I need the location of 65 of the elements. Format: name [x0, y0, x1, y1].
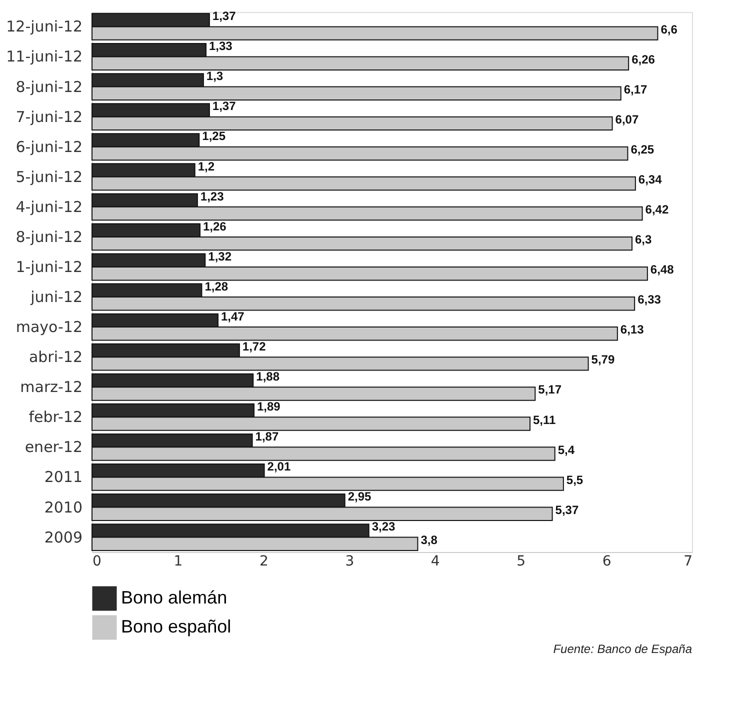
data-label: 1,33 — [209, 39, 233, 54]
x-tick-label: 2 — [259, 554, 268, 570]
legend-label: Bono alemán — [121, 588, 228, 608]
data-label: 3,8 — [420, 532, 438, 547]
x-tick-label: 4 — [430, 554, 440, 570]
data-label: 6,13 — [620, 322, 644, 337]
x-tick-label: 1 — [174, 554, 183, 570]
y-tick-label: 2010 — [44, 498, 82, 516]
data-label: 6,26 — [632, 52, 656, 66]
legend-label: Bono español — [121, 616, 232, 636]
y-tick-label: 8-juni-12 — [16, 228, 82, 246]
y-tick-label: 2011 — [44, 468, 82, 486]
data-label: 1,89 — [257, 400, 281, 414]
data-label: 1,87 — [255, 430, 279, 444]
data-label: 5,11 — [533, 412, 556, 427]
y-tick-label: febr-12 — [28, 408, 82, 426]
data-label: 1,26 — [203, 219, 227, 234]
x-tick-label: 0 — [92, 554, 102, 570]
data-label: 2,01 — [267, 460, 291, 474]
y-tick-label: 6-juni-12 — [16, 138, 82, 156]
y-tick-label: ener-12 — [24, 438, 82, 456]
data-label: 6,25 — [630, 142, 654, 156]
data-label: 6,42 — [645, 202, 669, 217]
data-label: 6,33 — [638, 292, 662, 307]
data-label: 5,37 — [555, 502, 579, 517]
y-tick-label: 5-juni-12 — [16, 168, 82, 186]
y-tick-label: juni-12 — [30, 288, 82, 306]
data-label: 1,25 — [202, 129, 226, 144]
data-label: 5,79 — [591, 352, 615, 367]
y-tick-label: 12-juni-12 — [6, 18, 82, 36]
data-label: 1,47 — [221, 309, 245, 324]
data-label: 1,37 — [212, 99, 236, 114]
x-tick-label: 7 — [684, 554, 692, 570]
data-label: 1,72 — [242, 339, 266, 354]
data-label: 6,17 — [624, 82, 648, 96]
data-label: 5,17 — [538, 382, 562, 397]
source-note: Fuente: Banco de España — [553, 642, 692, 656]
data-label: 1,2 — [198, 159, 215, 174]
x-tick-label: 6 — [602, 554, 612, 570]
data-label: 1,88 — [256, 370, 280, 384]
data-label: 6,6 — [660, 22, 678, 36]
y-tick-label: marz-12 — [20, 378, 82, 396]
y-tick-label: 11-juni-12 — [6, 48, 82, 66]
data-label: 2,95 — [348, 490, 372, 504]
x-tick-label: 3 — [345, 554, 354, 570]
data-label: 1,28 — [204, 279, 228, 294]
data-label: 6,34 — [638, 172, 662, 186]
data-label: 3,23 — [372, 520, 396, 534]
y-tick-label: mayo-12 — [16, 318, 82, 336]
y-tick-label: 2009 — [44, 528, 82, 546]
data-label: 5,4 — [558, 442, 575, 457]
y-tick-label: 8-juni-12 — [16, 78, 82, 96]
y-tick-label: 4-juni-12 — [16, 198, 82, 216]
data-label: 6,07 — [615, 112, 639, 126]
data-label: 6,48 — [650, 262, 674, 277]
y-tick-label: 1-juni-12 — [16, 258, 82, 276]
y-tick-label: abri-12 — [28, 348, 82, 366]
data-label: 1,3 — [206, 69, 224, 84]
data-label: 1,32 — [208, 249, 232, 264]
data-label: 6,3 — [635, 232, 652, 247]
data-label: 1,23 — [200, 189, 224, 204]
data-label: 1,37 — [212, 9, 236, 24]
y-tick-label: 7-juni-12 — [16, 108, 82, 126]
x-tick-label: 5 — [516, 554, 526, 570]
data-label: 5,5 — [566, 472, 584, 487]
